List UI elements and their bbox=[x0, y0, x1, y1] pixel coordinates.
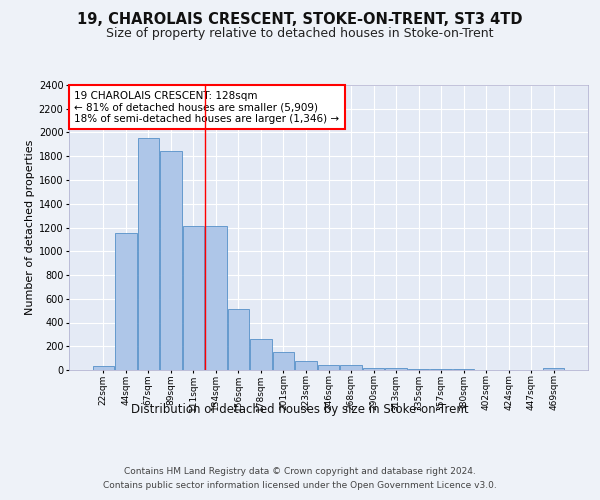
Text: 19, CHAROLAIS CRESCENT, STOKE-ON-TRENT, ST3 4TD: 19, CHAROLAIS CRESCENT, STOKE-ON-TRENT, … bbox=[77, 12, 523, 28]
Bar bbox=[115, 234, 137, 370]
Text: 19 CHAROLAIS CRESCENT: 128sqm
← 81% of detached houses are smaller (5,909)
18% o: 19 CHAROLAIS CRESCENT: 128sqm ← 81% of d… bbox=[74, 90, 340, 124]
Bar bbox=[205, 226, 227, 370]
Bar bbox=[385, 368, 407, 370]
Text: Size of property relative to detached houses in Stoke-on-Trent: Size of property relative to detached ho… bbox=[106, 28, 494, 40]
Bar bbox=[295, 360, 317, 370]
Text: Contains HM Land Registry data © Crown copyright and database right 2024.: Contains HM Land Registry data © Crown c… bbox=[124, 468, 476, 476]
Bar bbox=[340, 365, 362, 370]
Bar bbox=[250, 338, 272, 370]
Bar bbox=[363, 368, 384, 370]
Bar bbox=[273, 352, 294, 370]
Bar bbox=[228, 310, 249, 370]
Bar bbox=[318, 364, 339, 370]
Text: Distribution of detached houses by size in Stoke-on-Trent: Distribution of detached houses by size … bbox=[131, 402, 469, 415]
Bar bbox=[137, 138, 159, 370]
Bar bbox=[160, 152, 182, 370]
Bar bbox=[182, 226, 204, 370]
Y-axis label: Number of detached properties: Number of detached properties bbox=[25, 140, 35, 315]
Bar bbox=[543, 368, 565, 370]
Text: Contains public sector information licensed under the Open Government Licence v3: Contains public sector information licen… bbox=[103, 481, 497, 490]
Bar bbox=[92, 366, 114, 370]
Bar bbox=[408, 369, 429, 370]
